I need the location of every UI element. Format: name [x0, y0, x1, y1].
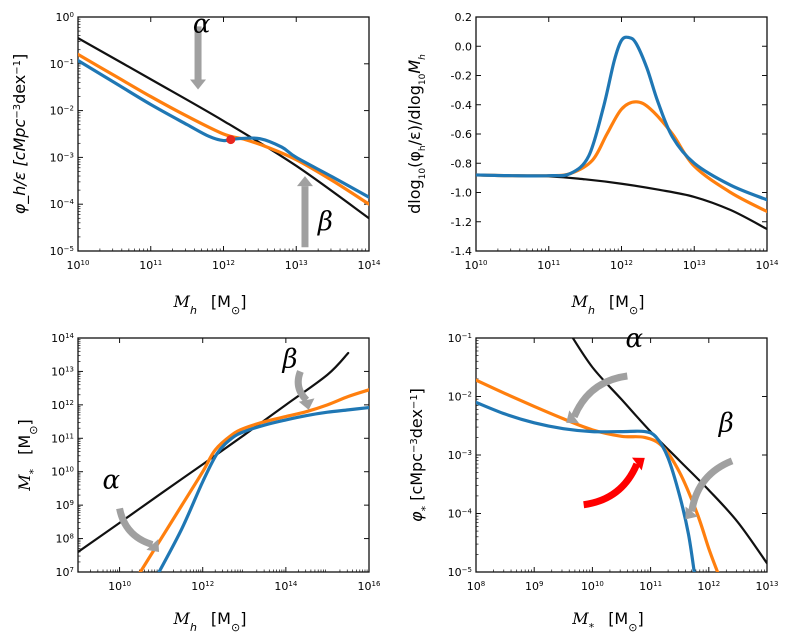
y-tick-label: 0.0 — [455, 40, 473, 53]
arrow-head-gray — [296, 176, 313, 187]
y-tick-label: 1010 — [51, 466, 74, 479]
arrow-red — [583, 462, 641, 509]
arrow-gray — [688, 457, 734, 513]
x-tick-label: 1016 — [358, 580, 381, 593]
annotation-alpha: α — [102, 465, 120, 495]
arrow-head-red — [631, 457, 645, 471]
y-tick-label: 100 — [56, 11, 74, 24]
y-axis-label: φ_h/ε [cMpc−3dex−1] — [10, 54, 30, 215]
panel-stellar-mass-function: 108 109 1010 1011 1012 1013 10−5 10−4 10−3 10−2 10… — [407, 324, 778, 634]
arrow-head-gray — [298, 398, 315, 410]
annotation-beta: β — [317, 207, 333, 237]
axes-frame — [475, 16, 768, 252]
y-tick-label: 109 — [56, 499, 74, 512]
series-line-black — [571, 338, 767, 565]
x-tick-label: 1014 — [756, 259, 779, 272]
arrow-gray — [294, 370, 310, 403]
arrow-head-gray — [685, 506, 699, 520]
y-tick-label: 10−5 — [448, 566, 472, 579]
y-tick-label: 107 — [56, 566, 74, 579]
arrow-head-gray — [146, 539, 160, 552]
y-axis-label: φ* [cMpc−3dex−1] — [407, 388, 432, 522]
y-axis-label: M*[M⊙] — [15, 419, 40, 491]
y-tick-label: -0.8 — [451, 157, 472, 170]
arrow-head-gray — [566, 410, 580, 424]
x-tick-label: 1014 — [358, 259, 381, 272]
series-line-orange — [476, 100, 767, 214]
axes-frame — [475, 337, 768, 573]
annotation-beta: β — [718, 409, 734, 439]
x-axis-label: Mh [M⊙] — [173, 609, 247, 634]
series-line-blue — [157, 405, 369, 572]
x-tick-label: 1012 — [697, 580, 720, 593]
y-tick-label: 1013 — [51, 365, 74, 378]
y-tick-label: 10−1 — [50, 58, 74, 71]
y-axis-label: dlog10(φh/ε)/dlog10Mh — [405, 54, 428, 214]
series-line-blue — [476, 400, 696, 572]
x-tick-label: 1010 — [108, 580, 131, 593]
series-line-orange — [476, 378, 720, 572]
y-tick-label: 10−2 — [50, 105, 74, 118]
panel-stellar-halo-mass-relation: 1010 1012 1014 1016 107 108 109 1010 1011 1012 101… — [15, 332, 381, 634]
y-tick-label: 1012 — [51, 399, 74, 412]
y-tick-label: -1.0 — [451, 187, 472, 200]
y-tick-label: 1011 — [51, 432, 74, 445]
x-tick-label: 1010 — [581, 580, 604, 593]
annotation-alpha: α — [193, 9, 211, 39]
series-line-orange — [138, 388, 369, 572]
x-tick-label: 1013 — [285, 259, 308, 272]
series-line-orange — [78, 52, 369, 206]
x-tick-label: 109 — [525, 580, 543, 593]
y-tick-label: -1.2 — [451, 216, 472, 229]
x-tick-label: 1013 — [756, 580, 779, 593]
y-tick-label: 10−4 — [50, 198, 75, 211]
arrow-gray — [116, 507, 154, 548]
panel-log-slope: 1010 1011 1012 1013 1014 0.2 0.0 -0.2 -0.4 -0.6 -0… — [405, 11, 779, 317]
y-tick-label: -0.4 — [451, 99, 472, 112]
y-tick-label: 10−3 — [448, 449, 472, 462]
arrow-head-gray — [190, 79, 207, 90]
x-tick-label: 1012 — [212, 259, 235, 272]
y-tick-label: 0.2 — [455, 11, 473, 24]
x-tick-label: 1013 — [683, 259, 706, 272]
x-tick-label: 1012 — [610, 259, 633, 272]
pivot-marker — [226, 135, 236, 145]
x-tick-label: 1011 — [639, 580, 662, 593]
annotation-beta: β — [281, 344, 297, 374]
x-tick-label: 1010 — [67, 259, 90, 272]
y-tick-label: 10−2 — [448, 391, 472, 404]
panel-halo-mass-function: 1010 1011 1012 1013 1014 10−5 10−4 10−3 10−2 10−1… — [10, 9, 381, 316]
y-tick-label: 10−4 — [448, 508, 473, 521]
x-tick-label: 1014 — [274, 580, 297, 593]
axes-frame — [77, 337, 370, 573]
x-axis-label: M* [M⊙] — [571, 609, 643, 634]
y-tick-label: -0.2 — [451, 70, 472, 83]
x-tick-label: 1011 — [139, 259, 162, 272]
x-axis-label: Mh [M⊙] — [571, 292, 645, 317]
y-tick-label: 1014 — [51, 332, 74, 345]
series-line-blue — [476, 35, 767, 202]
y-tick-label: -0.6 — [451, 128, 472, 141]
y-tick-label: 10−5 — [50, 245, 74, 258]
x-tick-label: 1012 — [191, 580, 214, 593]
series-line-black — [78, 36, 369, 220]
x-axis-label: Mh [M⊙] — [173, 292, 247, 317]
annotation-alpha: α — [626, 324, 644, 354]
x-tick-label: 108 — [467, 580, 485, 593]
y-tick-label: 10−1 — [448, 332, 472, 345]
y-tick-label: 10−3 — [50, 151, 74, 164]
y-tick-label: 108 — [56, 533, 74, 546]
arrow-gray — [570, 372, 628, 419]
y-tick-label: -1.4 — [451, 245, 472, 258]
x-tick-label: 1010 — [465, 259, 488, 272]
x-tick-label: 1011 — [537, 259, 560, 272]
